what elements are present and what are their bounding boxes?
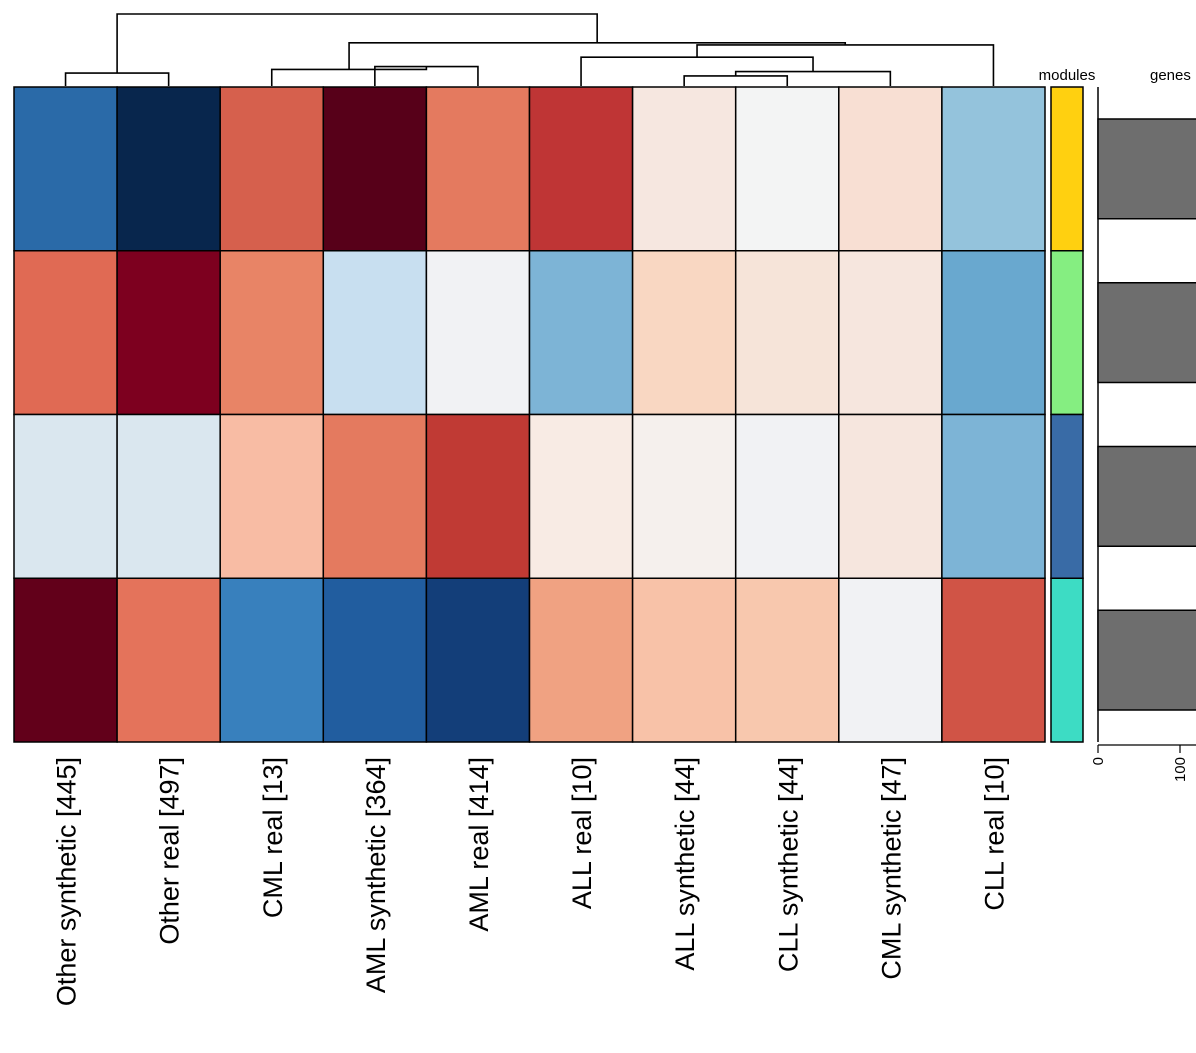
dendrogram-branch — [348, 42, 847, 70]
heatmap-cell — [116, 86, 221, 252]
dendrogram-branch — [116, 13, 598, 74]
modules-title: modules — [1039, 67, 1096, 84]
genes-tick-label: 100 — [1172, 757, 1189, 782]
heatmap-cell — [116, 577, 221, 743]
column-label: CML real [13] — [258, 757, 288, 918]
genes-bar — [1097, 445, 1196, 547]
column-label: Other real [497] — [155, 757, 185, 945]
column-label: CML synthetic [47] — [876, 757, 906, 980]
heatmap-cell — [838, 577, 943, 743]
heatmap-cell — [631, 86, 737, 252]
heatmap-cell — [631, 250, 737, 416]
heatmap-cell — [219, 250, 325, 416]
heatmap-cell — [528, 86, 634, 252]
genes-bar — [1097, 118, 1196, 220]
module-color-cell — [1050, 413, 1084, 579]
module-color-cell — [1050, 86, 1084, 252]
heatmap-cell — [631, 577, 737, 743]
heatmap-cell — [425, 577, 531, 743]
column-label: Other synthetic [445] — [52, 757, 82, 1006]
heatmap-cell — [838, 86, 943, 252]
genes-bar — [1097, 282, 1196, 384]
dendrogram-branch — [270, 66, 428, 86]
heatmap-cell — [425, 86, 531, 252]
heatmap-cell — [322, 86, 428, 252]
module-color-cell — [1050, 250, 1084, 416]
heatmap-cells — [13, 86, 1046, 743]
heatmap-cell — [219, 86, 325, 252]
heatmap-cell — [116, 413, 221, 579]
heatmap-cell — [941, 577, 1046, 743]
column-label: CLL synthetic [44] — [773, 757, 803, 972]
heatmap-cell — [941, 86, 1046, 252]
heatmap-cell — [528, 577, 634, 743]
heatmap-cell — [219, 577, 325, 743]
column-label: AML synthetic [364] — [361, 757, 391, 993]
heatmap-cell — [838, 413, 943, 579]
heatmap-cell — [838, 250, 943, 416]
module-color-cell — [1050, 577, 1084, 743]
column-label: AML real [414] — [464, 757, 494, 932]
genes-title: genes — [1150, 67, 1191, 84]
modules-annotation-bar — [1050, 86, 1084, 743]
column-labels: Other synthetic [445] Other real [497] CML… — [52, 757, 1010, 1006]
heatmap-cell — [425, 250, 531, 416]
column-label: CLL real [10] — [979, 757, 1009, 911]
heatmap-cell — [322, 250, 428, 416]
heatmap-cell — [734, 413, 840, 579]
column-label: ALL synthetic [44] — [670, 757, 700, 971]
heatmap-cell — [116, 250, 221, 416]
column-dendrogram — [64, 13, 995, 86]
heatmap-cell — [734, 250, 840, 416]
heatmap-cell — [322, 577, 428, 743]
heatmap-cell — [322, 413, 428, 579]
column-label: ALL real [10] — [567, 757, 597, 909]
heatmap-cell — [631, 413, 737, 579]
genes-barplot: 0100200 — [1090, 87, 1196, 782]
heatmap-cell — [13, 86, 118, 252]
heatmap-cell — [13, 250, 118, 416]
dendrogram-branch — [734, 70, 892, 86]
heatmap-cell — [425, 413, 531, 579]
heatmap-cell — [528, 413, 634, 579]
genes-tick-label: 0 — [1090, 757, 1107, 765]
heatmap-cell — [734, 577, 840, 743]
heatmap-cell — [13, 413, 118, 579]
heatmap-cell — [13, 577, 118, 743]
heatmap-cell — [734, 86, 840, 252]
heatmap-cell — [941, 250, 1046, 416]
dendrogram-branch — [696, 44, 995, 86]
dendrogram-branch — [64, 72, 170, 86]
genes-bar — [1097, 609, 1196, 711]
heatmap-cell — [219, 413, 325, 579]
heatmap-cell — [528, 250, 634, 416]
dendrogram-branch — [683, 75, 789, 86]
heatmap-cell — [941, 413, 1046, 579]
